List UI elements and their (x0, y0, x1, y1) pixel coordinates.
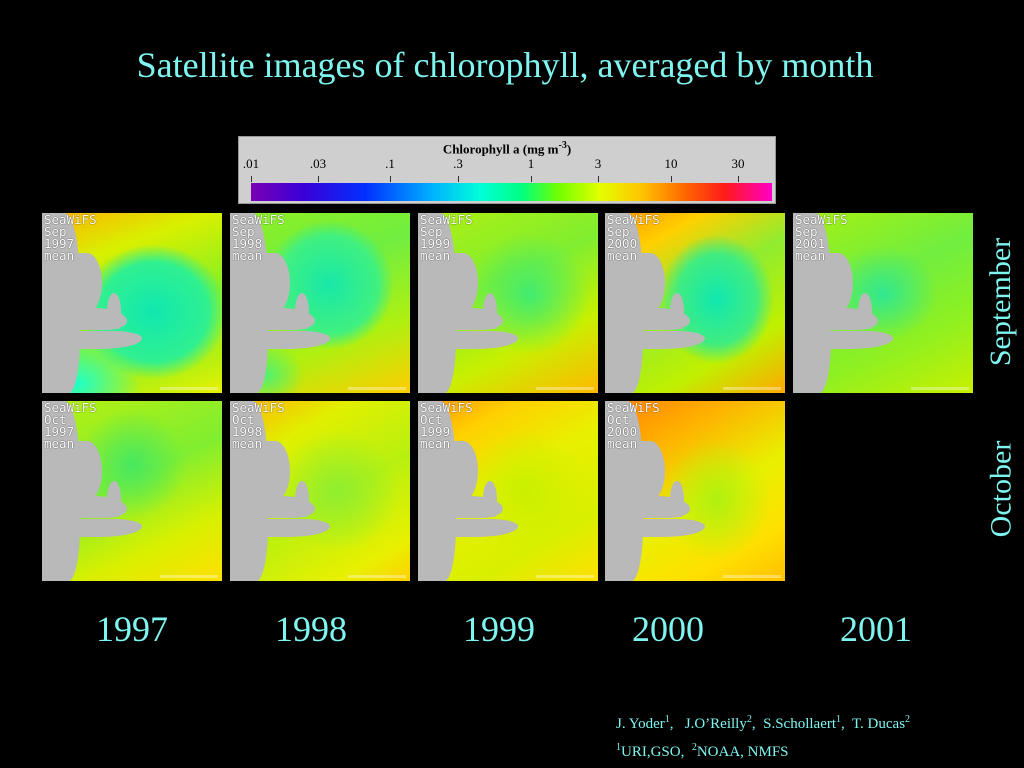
land-mass (448, 441, 478, 501)
tile-caption: SeaWiFS Sep 2000 mean (607, 213, 660, 263)
colorbar-tick-mark (598, 176, 599, 182)
tile-caption: SeaWiFS Oct 2000 mean (607, 401, 660, 451)
tile-footer-mark (911, 387, 969, 390)
colorbar-tick-mark (738, 176, 739, 182)
affiliation-name: URI,GSO, (621, 744, 692, 760)
credits-affiliations: 1URI,GSO, 2NOAA, NMFS (616, 736, 910, 764)
tile-caption: SeaWiFS Oct 1997 mean (44, 401, 97, 451)
year-label: 1999 (463, 609, 535, 649)
affiliation-mark: 2 (691, 742, 697, 753)
land-mass (858, 293, 872, 329)
year-label: 1998 (275, 609, 347, 649)
land-mass (483, 481, 497, 517)
colorbar-title: Chlorophyll a (mg m-3) (442, 140, 572, 157)
author-separator: , (751, 716, 764, 732)
land-mass (72, 253, 102, 313)
land-mass (107, 481, 121, 517)
land-mass (635, 331, 705, 349)
credits-authors: J. Yoder1, J.O’Reilly2, S.Schollaert1, T… (616, 708, 910, 736)
colorbar-tick-label: .01 (242, 156, 260, 171)
month-label: October (983, 440, 1017, 538)
land-mass (260, 519, 330, 537)
author-separator: , (841, 716, 852, 732)
chlorophyll-map-tile: SeaWiFS Sep 1997 mean (42, 213, 222, 393)
tile-caption: SeaWiFS Sep 1997 mean (44, 213, 97, 263)
land-mass (448, 331, 518, 349)
chlorophyll-map-tile: SeaWiFS Sep 1998 mean (230, 213, 410, 393)
year-label: 1997 (96, 609, 168, 649)
tile-footer-mark (536, 575, 594, 578)
tile-footer-mark (723, 387, 781, 390)
chlorophyll-map-tile: SeaWiFS Oct 1999 mean (418, 401, 598, 581)
land-mass (448, 253, 478, 313)
colorbar-tick-label: .3 (453, 156, 463, 171)
author-affiliation-mark: 1 (836, 714, 842, 725)
land-mass (635, 253, 665, 313)
chlorophyll-colorbar: Chlorophyll a (mg m-3) .01 .03 .1 .3 1 3 10 30 (238, 136, 776, 204)
colorbar-tick-label: 1 (527, 156, 535, 171)
land-mass (823, 331, 893, 349)
colorbar-tick-mark (390, 176, 391, 182)
land-mass (670, 481, 684, 517)
colorbar-tick-label: 3 (594, 156, 602, 171)
land-mass (448, 519, 518, 537)
land-mass (260, 253, 290, 313)
author-separator: , (669, 716, 685, 732)
author-affiliation-mark: 1 (664, 714, 670, 725)
land-mass (670, 293, 684, 329)
tile-caption: SeaWiFS Sep 1998 mean (232, 213, 285, 263)
year-label: 2000 (632, 609, 704, 649)
land-mass (72, 441, 102, 501)
month-label: September (984, 237, 1018, 367)
credits: J. Yoder1, J.O’Reilly2, S.Schollaert1, T… (616, 708, 910, 764)
land-mass (107, 293, 121, 329)
author-name: J.O’Reilly (684, 716, 747, 732)
land-mass (72, 331, 142, 349)
colorbar-tick-mark (318, 176, 319, 182)
tile-caption: SeaWiFS Sep 2001 mean (795, 213, 848, 263)
tile-caption: SeaWiFS Sep 1999 mean (420, 213, 473, 263)
chlorophyll-map-tile: SeaWiFS Oct 2000 mean (605, 401, 785, 581)
colorbar-tick-label: 30 (731, 156, 745, 171)
slide-title: Satellite images of chlorophyll, average… (136, 45, 874, 85)
tile-footer-mark (160, 575, 218, 578)
land-mass (260, 441, 290, 501)
colorbar-tick-label: .1 (385, 156, 395, 171)
land-mass (483, 293, 497, 329)
chlorophyll-map-tile: SeaWiFS Sep 2001 mean (793, 213, 973, 393)
chlorophyll-map-tile: SeaWiFS Oct 1997 mean (42, 401, 222, 581)
land-mass (635, 441, 665, 501)
land-mass (260, 331, 330, 349)
affiliation-mark: 1 (616, 742, 621, 753)
land-mass (72, 519, 142, 537)
affiliation-name: NOAA, NMFS (696, 744, 789, 760)
colorbar-tick-mark (671, 176, 672, 182)
tile-footer-mark (348, 387, 406, 390)
tile-footer-mark (536, 387, 594, 390)
author-affiliation-mark: 2 (905, 714, 911, 725)
author-name: S.Schollaert (763, 716, 837, 732)
land-mass (295, 293, 309, 329)
author-name: T. Ducas (852, 716, 906, 732)
tile-footer-mark (348, 575, 406, 578)
author-name: J. Yoder (616, 716, 665, 732)
author-affiliation-mark: 2 (746, 714, 752, 725)
colorbar-tick-mark (531, 176, 532, 182)
land-mass (295, 481, 309, 517)
tile-caption: SeaWiFS Oct 1999 mean (420, 401, 473, 451)
land-mass (635, 519, 705, 537)
colorbar-tick-mark (251, 176, 252, 182)
colorbar-tick-label: 10 (664, 156, 678, 171)
colorbar-tick-mark (458, 176, 459, 182)
land-mass (823, 253, 853, 313)
year-label: 2001 (840, 609, 912, 649)
chlorophyll-map-tile: SeaWiFS Sep 1999 mean (418, 213, 598, 393)
chlorophyll-map-tile: SeaWiFS Sep 2000 mean (605, 213, 785, 393)
tile-caption: SeaWiFS Oct 1998 mean (232, 401, 285, 451)
colorbar-tick-label: .03 (309, 156, 327, 171)
tile-footer-mark (160, 387, 218, 390)
tile-footer-mark (723, 575, 781, 578)
chlorophyll-map-tile: SeaWiFS Oct 1998 mean (230, 401, 410, 581)
colorbar-gradient (251, 183, 772, 201)
